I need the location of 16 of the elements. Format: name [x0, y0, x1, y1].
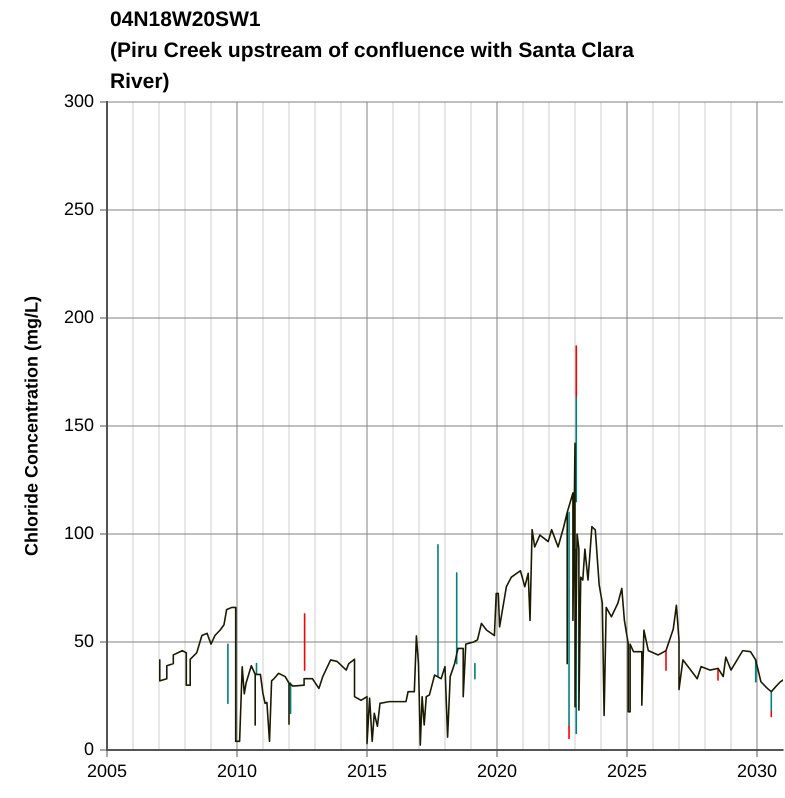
x-tick-label: 2025	[606, 760, 648, 781]
chart-title: 04N18W20SW1	[110, 7, 262, 33]
y-tick-label: 150	[64, 414, 94, 435]
x-tick-label: 2010	[216, 760, 258, 781]
y-tick-label: 250	[64, 198, 94, 219]
y-tick-label: 50	[74, 630, 94, 651]
x-tick-label: 2020	[476, 760, 518, 781]
chart-subtitle: (Piru Creek upstream of confluence with Santa Clara River)	[110, 38, 635, 95]
y-tick-label: 0	[84, 738, 94, 759]
x-tick-label: 2030	[736, 760, 778, 781]
x-tick-label: 2015	[346, 760, 388, 781]
x-tick-label: 2005	[86, 760, 128, 781]
y-tick-label: 100	[64, 522, 94, 543]
y-tick-label: 300	[64, 90, 94, 111]
y-axis-title: Chloride Concentration (mg/L)	[22, 296, 42, 556]
y-tick-label: 200	[64, 306, 94, 327]
